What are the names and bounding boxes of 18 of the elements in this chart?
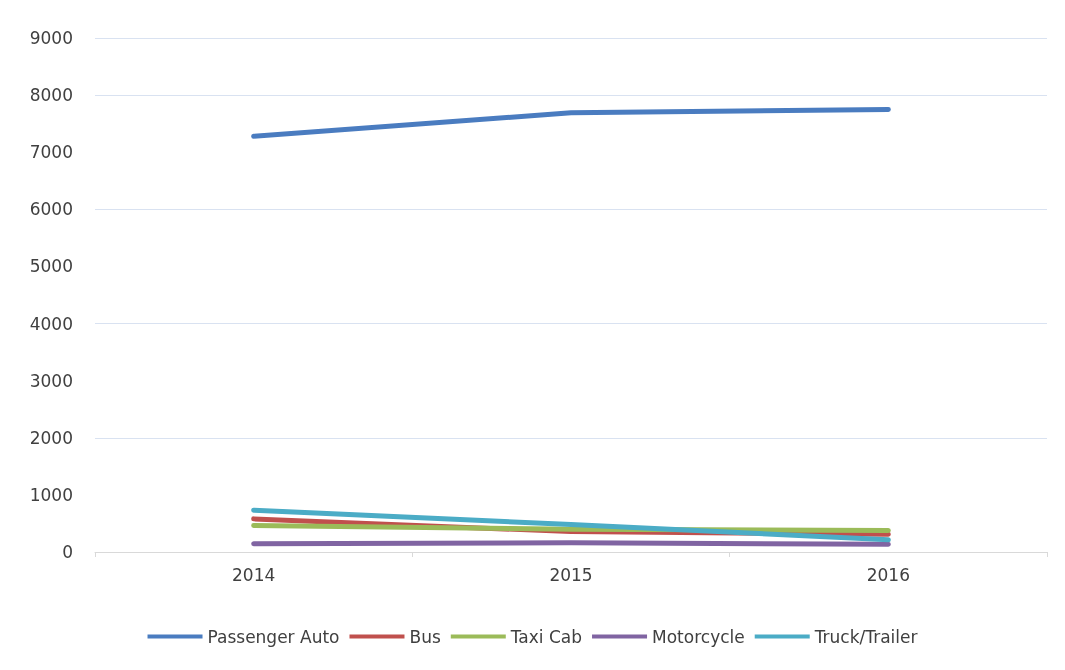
legend-label: Bus [409, 626, 441, 647]
x-tick-label: 2014 [232, 564, 276, 585]
y-tick-label: 8000 [29, 85, 73, 106]
legend-label: Taxi Cab [509, 626, 583, 647]
y-tick-label: 9000 [29, 28, 73, 48]
legend-label: Truck/Trailer [813, 626, 918, 647]
y-tick-label: 1000 [29, 484, 73, 505]
legend-label: Motorcycle [652, 626, 745, 647]
y-tick-label: 0 [62, 542, 73, 562]
y-tick-label: 3000 [29, 370, 73, 391]
y-tick-label: 5000 [29, 256, 73, 277]
y-tick-label: 6000 [29, 199, 73, 220]
y-tick-label: 7000 [29, 142, 73, 163]
x-tick-label: 2016 [866, 564, 910, 585]
legend-label: Passenger Auto [207, 626, 340, 647]
y-tick-label: 4000 [29, 313, 73, 334]
y-tick-label: 2000 [29, 427, 73, 448]
x-tick-label: 2015 [549, 564, 593, 585]
